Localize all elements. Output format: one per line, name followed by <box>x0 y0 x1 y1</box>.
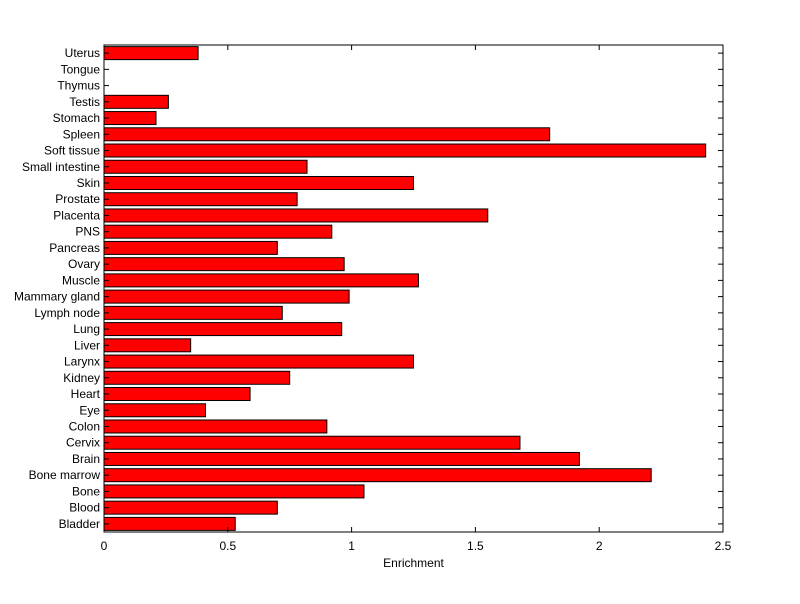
y-tick-label-heart: Heart <box>71 387 101 401</box>
bar-colon <box>103 419 328 434</box>
bar-small-intestine <box>103 159 308 174</box>
bar-skin <box>103 175 414 190</box>
y-tick-label-pns: PNS <box>75 225 100 239</box>
bar-kidney <box>103 370 291 385</box>
y-tick-label-bladder: Bladder <box>59 517 100 531</box>
bar-pns <box>103 224 333 239</box>
x-tick-label: 0 <box>101 539 108 553</box>
bar-testis <box>103 94 169 109</box>
y-tick-label-prostate: Prostate <box>55 192 100 206</box>
y-tick-label-eye: Eye <box>79 403 100 417</box>
y-tick-label-pancreas: Pancreas <box>49 241 100 255</box>
y-tick-label-bone: Bone <box>72 484 100 498</box>
bar-lymph-node <box>103 305 283 320</box>
bar-pancreas <box>103 240 278 255</box>
bar-uterus <box>103 46 199 61</box>
plot-frame <box>103 44 724 533</box>
y-tick-label-muscle: Muscle <box>62 273 100 287</box>
x-tick-label: 0.5 <box>219 539 236 553</box>
bar-spleen <box>103 127 551 142</box>
bar-soft-tissue <box>103 143 707 158</box>
bar-heart <box>103 387 251 402</box>
y-tick-labels: Bladder Blood Bone Bone marrow Brain Cervix Co… <box>14 46 101 531</box>
y-tick-label-brain: Brain <box>72 452 100 466</box>
bar-brain <box>103 451 580 466</box>
y-tick-label-placenta: Placenta <box>53 208 100 222</box>
y-tick-label-cervix: Cervix <box>66 436 100 450</box>
y-tick-label-mammary-gland: Mammary gland <box>14 290 100 304</box>
y-tick-label-larynx: Larynx <box>64 355 100 369</box>
y-tick-label-kidney: Kidney <box>63 371 100 385</box>
bar-bone <box>103 484 365 499</box>
y-tick-label-tongue: Tongue <box>61 62 101 76</box>
bar-stomach <box>103 111 157 126</box>
y-tick-label-small-intestine: Small intestine <box>22 160 100 174</box>
bar-ovary <box>103 257 345 272</box>
bar-placenta <box>103 208 489 223</box>
x-tick-label: 2.5 <box>715 539 732 553</box>
y-tick-label-soft-tissue: Soft tissue <box>44 144 100 158</box>
x-tick-label: 2 <box>596 539 603 553</box>
bar-mammary-gland <box>103 289 350 304</box>
y-tick-label-uterus: Uterus <box>65 46 100 60</box>
x-tick-label: 1 <box>348 539 355 553</box>
y-tick-label-lymph-node: Lymph node <box>34 306 100 320</box>
x-tick-label: 1.5 <box>467 539 484 553</box>
x-tick-labels: 0 0.5 1 1.5 2 2.5 <box>101 539 732 553</box>
bar-bladder <box>103 516 236 531</box>
y-tick-label-liver: Liver <box>74 338 100 352</box>
bar-liver <box>103 338 192 353</box>
y-tick-label-thymus: Thymus <box>57 79 100 93</box>
ticks-group <box>103 45 724 532</box>
y-tick-label-ovary: Ovary <box>68 257 100 271</box>
y-tick-label-spleen: Spleen <box>63 127 100 141</box>
bar-prostate <box>103 192 298 207</box>
bars-group <box>103 46 707 531</box>
bar-lung <box>103 322 343 337</box>
y-tick-label-skin: Skin <box>77 176 100 190</box>
bar-larynx <box>103 354 414 369</box>
bar-muscle <box>103 273 419 288</box>
y-tick-label-lung: Lung <box>73 322 100 336</box>
y-tick-label-testis: Testis <box>69 95 100 109</box>
bar-cervix <box>103 435 521 450</box>
y-tick-label-blood: Blood <box>69 501 100 515</box>
x-axis-label: Enrichment <box>383 556 444 570</box>
bar-eye <box>103 403 207 418</box>
bar-blood <box>103 500 278 515</box>
bar-bone-marrow <box>103 468 652 483</box>
y-tick-label-stomach: Stomach <box>53 111 100 125</box>
y-tick-label-bone-marrow: Bone marrow <box>29 468 101 482</box>
y-tick-label-colon: Colon <box>69 419 100 433</box>
